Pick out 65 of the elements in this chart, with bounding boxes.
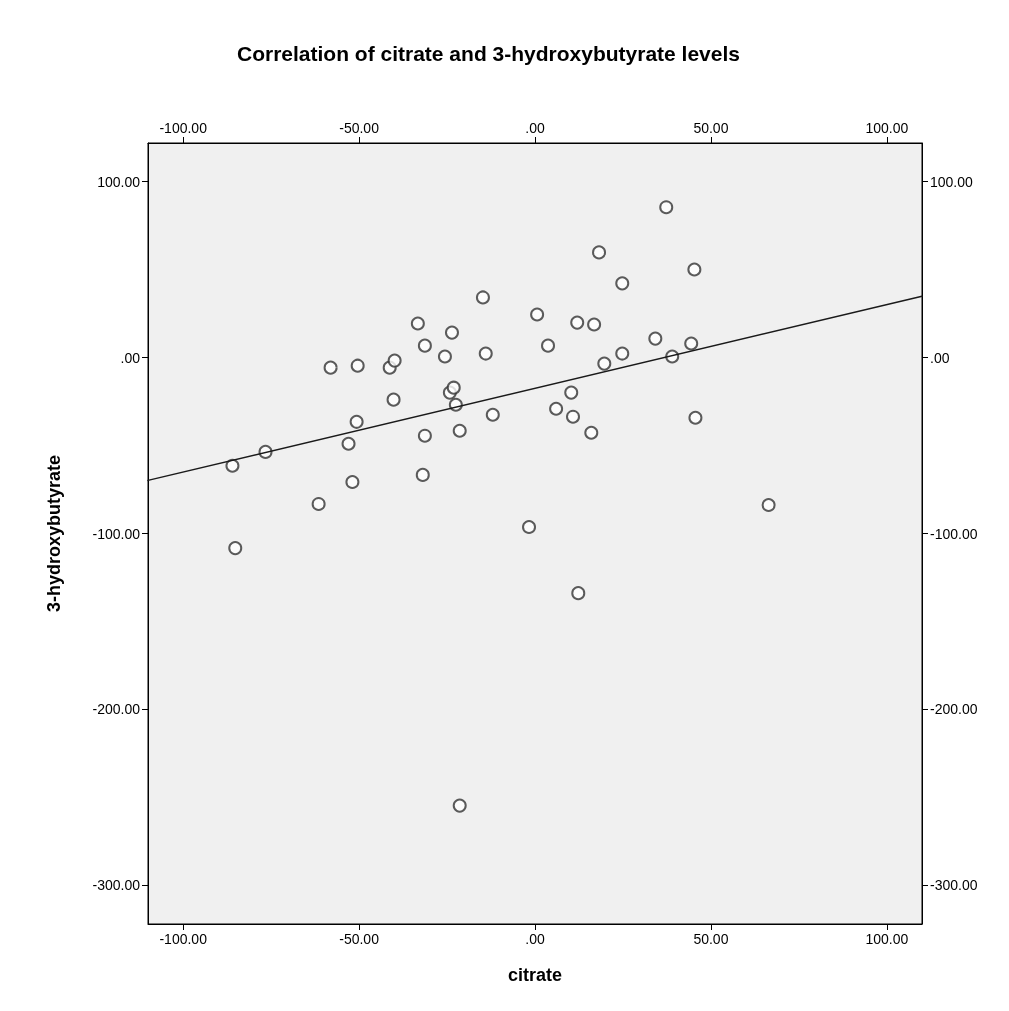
point [541,338,556,353]
x-tick-label: 50.00 [693,931,729,947]
point [475,290,490,305]
point [225,458,240,473]
point [311,496,326,511]
point [648,331,663,346]
y2-tick-label: -300.00 [930,877,978,894]
x2-tick-label: 100.00 [865,120,909,136]
point [615,346,630,361]
x2-tick-label: 50.00 [693,120,729,136]
point [387,353,402,368]
point [349,414,364,429]
y-tick-label: .00 [120,349,141,366]
point [345,474,360,489]
point [597,356,612,371]
point [341,436,356,451]
point [437,349,452,364]
point [350,358,365,373]
chart-title: Correlation of citrate and 3-hydroxybutyrate levels [237,42,740,65]
y2-tick-label: 100.00 [930,173,974,190]
point [659,200,674,215]
x-tick-label: .00 [525,931,545,947]
y2-tick-label: -200.00 [930,701,978,718]
point [417,338,432,353]
point [522,519,537,534]
point [452,798,467,813]
y-tick-label: 100.00 [97,173,141,190]
point [452,423,467,438]
point [478,346,493,361]
x-axis-title: citrate [507,965,563,985]
x-tick-label: -50.00 [339,931,380,947]
point [761,498,776,512]
y2-tick-label: .00 [930,349,950,366]
point [687,262,702,277]
point [571,586,586,601]
point [584,425,599,440]
point [592,245,607,260]
x2-tick-label: .00 [525,120,545,136]
y-tick-label: -200.00 [92,701,141,718]
point [684,336,699,351]
point [446,380,461,395]
point [415,467,430,482]
x2-tick-label: -100.00 [159,120,208,136]
point [549,401,564,416]
point [410,316,425,331]
point [485,407,500,422]
point [564,385,579,400]
point [688,410,703,425]
x-tick-label: 100.00 [865,931,909,947]
point [417,428,432,443]
point [228,541,243,556]
point [570,315,585,330]
point [587,317,602,332]
point [386,392,401,407]
x2-tick-label: -50.00 [339,120,380,136]
x-tick-label: -100.00 [159,931,208,947]
y-tick-label: -100.00 [92,525,141,542]
y-axis-title: 3-hydroxybutyrate [44,454,64,613]
y-tick-label: -300.00 [92,877,141,894]
point [530,307,545,322]
y2-tick-label: -100.00 [930,525,978,542]
point [323,360,338,375]
point [566,409,580,424]
point [615,276,630,291]
point [444,325,459,340]
